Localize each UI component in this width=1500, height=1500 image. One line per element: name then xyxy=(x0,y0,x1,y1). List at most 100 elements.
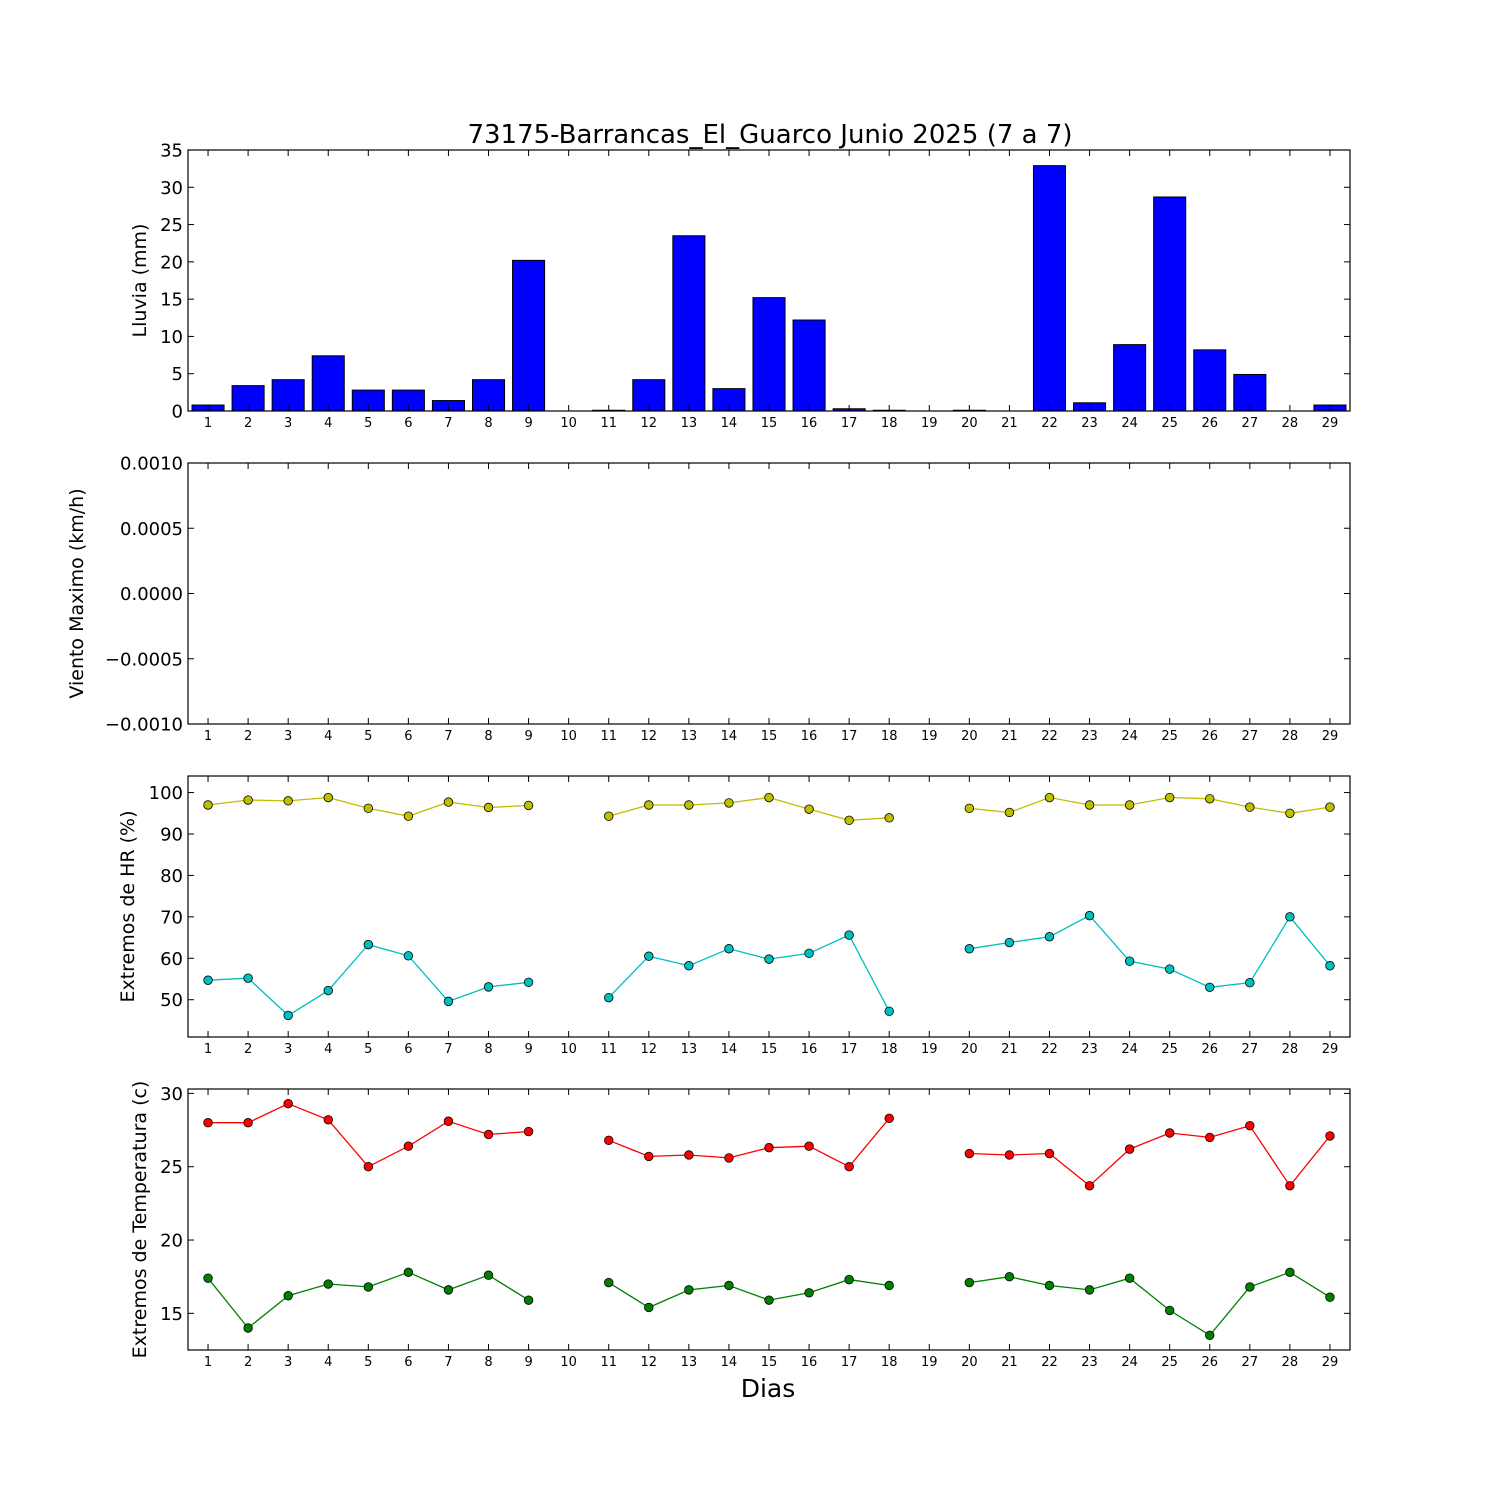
temperatura-xtick-label-26: 26 xyxy=(1201,1355,1218,1370)
temperatura-temp_min-point-day-15 xyxy=(764,1295,774,1305)
viento-xtick-label-4: 4 xyxy=(324,729,332,744)
hr-hr_min-point-day-26 xyxy=(1205,982,1215,992)
hr-hr_min-point-day-12 xyxy=(644,951,654,961)
lluvia-y-axis-label: Lluvia (mm) xyxy=(129,224,151,338)
temperatura-temp_max-point-day-24 xyxy=(1124,1144,1135,1154)
hr-hr_max-point-day-16 xyxy=(804,804,814,814)
temperatura-temp_max-point-day-7 xyxy=(443,1116,454,1126)
hr-hr_max-point-day-3 xyxy=(283,796,293,806)
hr-xtick-label-4: 4 xyxy=(324,1042,332,1057)
hr-xtick-label-20: 20 xyxy=(961,1042,978,1057)
viento-ytick-label: −0.0010 xyxy=(105,715,183,736)
temperatura-temp_max-point-day-17 xyxy=(844,1162,854,1172)
x-axis-label: Dias xyxy=(741,1374,796,1403)
hr-ytick-label: 50 xyxy=(160,990,183,1011)
hr-xtick-label-2: 2 xyxy=(244,1042,252,1057)
temperatura-xtick-label-17: 17 xyxy=(841,1355,858,1370)
hr-hr_max-point-day-18 xyxy=(884,813,894,823)
hr-hr_min-point-day-25 xyxy=(1164,964,1175,974)
temperatura-temp_max-point-day-20 xyxy=(964,1148,975,1159)
temperatura-temp_min-point-day-2 xyxy=(243,1323,253,1333)
temperatura-temp_max-point-day-1 xyxy=(203,1118,213,1128)
viento-xtick-label-13: 13 xyxy=(681,729,698,744)
hr-hr_min-point-day-9 xyxy=(523,977,534,988)
temperatura-temp_min-point-day-27 xyxy=(1245,1282,1255,1292)
lluvia-xtick-label-28: 28 xyxy=(1282,416,1299,431)
hr-hr_max-point-day-27 xyxy=(1245,802,1255,812)
temperatura-xtick-label-4: 4 xyxy=(324,1355,332,1370)
hr-xtick-label-18: 18 xyxy=(881,1042,898,1057)
viento-ytick-label: 0.0010 xyxy=(120,454,183,475)
hr-hr_min-point-day-27 xyxy=(1245,978,1255,988)
rain-bar-day-22 xyxy=(1032,165,1067,412)
temperatura-xtick-label-19: 19 xyxy=(921,1355,938,1370)
hr-hr_min-point-day-15 xyxy=(764,954,774,964)
hr-xtick-label-27: 27 xyxy=(1242,1042,1259,1057)
hr-xtick-label-7: 7 xyxy=(444,1042,452,1057)
viento-xtick-label-20: 20 xyxy=(961,729,978,744)
hr-xtick-label-12: 12 xyxy=(641,1042,658,1057)
hr-hr_min-point-day-2 xyxy=(243,973,253,983)
temperatura-xtick-label-11: 11 xyxy=(600,1355,617,1370)
temperatura-temp_max-point-day-4 xyxy=(323,1115,333,1125)
temperatura-xtick-label-14: 14 xyxy=(721,1355,738,1370)
rain-bar-day-26 xyxy=(1193,349,1227,412)
temperatura-temp_max-point-day-15 xyxy=(764,1142,774,1153)
temperatura-xtick-label-6: 6 xyxy=(404,1355,412,1370)
temperatura-ytick-label: 15 xyxy=(160,1304,183,1325)
lluvia-xtick-label-25: 25 xyxy=(1161,416,1178,431)
hr-hr_min-point-day-13 xyxy=(684,961,694,971)
temperatura-temp_max-point-day-27 xyxy=(1245,1120,1255,1131)
temperatura-temp_min-point-day-14 xyxy=(724,1280,734,1291)
hr-xtick-label-16: 16 xyxy=(801,1042,818,1057)
lluvia-ytick-label: 20 xyxy=(160,252,183,273)
hr-hr_max-point-day-28 xyxy=(1285,808,1295,818)
rain-bar-day-27 xyxy=(1233,373,1267,412)
temperatura-temp_min-point-day-28 xyxy=(1285,1267,1295,1277)
temperatura-temp_min-point-day-21 xyxy=(1004,1271,1015,1282)
temperatura-temp_min-point-day-20 xyxy=(964,1277,975,1288)
lluvia-xtick-label-29: 29 xyxy=(1322,416,1339,431)
lluvia-xtick-label-5: 5 xyxy=(364,416,372,431)
hr-hr_min-point-day-24 xyxy=(1124,956,1135,966)
temperatura-temp_min-point-day-26 xyxy=(1205,1330,1215,1341)
rain-bar-day-2 xyxy=(231,385,265,412)
temperatura-axes-frame xyxy=(187,1088,1351,1351)
temperatura-temp_max-point-day-29 xyxy=(1325,1131,1335,1141)
hr-hr_min-point-day-29 xyxy=(1325,961,1335,971)
hr-xtick-label-25: 25 xyxy=(1161,1042,1178,1057)
rain-bar-day-16 xyxy=(792,319,826,412)
hr-xtick-label-21: 21 xyxy=(1001,1042,1018,1057)
temperatura-temp_max-line-2 xyxy=(969,1124,1331,1187)
temperatura-temp_max-point-day-26 xyxy=(1205,1132,1215,1143)
hr-hr_max-point-day-20 xyxy=(964,803,975,814)
hr-hr_min-point-day-22 xyxy=(1044,932,1055,942)
temperatura-xtick-label-13: 13 xyxy=(681,1355,698,1370)
temperatura-temp_max-point-day-21 xyxy=(1004,1150,1015,1160)
lluvia-xtick-label-15: 15 xyxy=(761,416,778,431)
rain-bar-day-25 xyxy=(1153,196,1187,412)
lluvia-xtick-label-10: 10 xyxy=(560,416,577,431)
temperatura-temp_min-point-day-7 xyxy=(443,1285,454,1295)
viento-xtick-label-21: 21 xyxy=(1001,729,1018,744)
hr-xtick-label-5: 5 xyxy=(364,1042,372,1057)
hr-xtick-label-17: 17 xyxy=(841,1042,858,1057)
viento-xtick-label-8: 8 xyxy=(484,729,492,744)
temperatura-temp_max-point-day-28 xyxy=(1285,1181,1295,1191)
hr-xtick-label-3: 3 xyxy=(284,1042,292,1057)
hr-hr_max-point-day-6 xyxy=(403,811,414,821)
hr-hr_max-point-day-15 xyxy=(764,792,774,803)
hr-y-axis-label: Extremos de HR (%) xyxy=(117,810,139,1002)
hr-axes-frame xyxy=(187,775,1351,1038)
viento-xtick-label-2: 2 xyxy=(244,729,252,744)
viento-xtick-label-18: 18 xyxy=(881,729,898,744)
lluvia-xtick-label-9: 9 xyxy=(524,416,532,431)
temperatura-temp_max-point-day-3 xyxy=(283,1098,293,1109)
hr-hr_min-point-day-23 xyxy=(1084,910,1095,921)
hr-hr_min-line-2 xyxy=(969,914,1331,988)
hr-hr_min-point-day-11 xyxy=(604,992,614,1003)
lluvia-xtick-label-13: 13 xyxy=(681,416,698,431)
